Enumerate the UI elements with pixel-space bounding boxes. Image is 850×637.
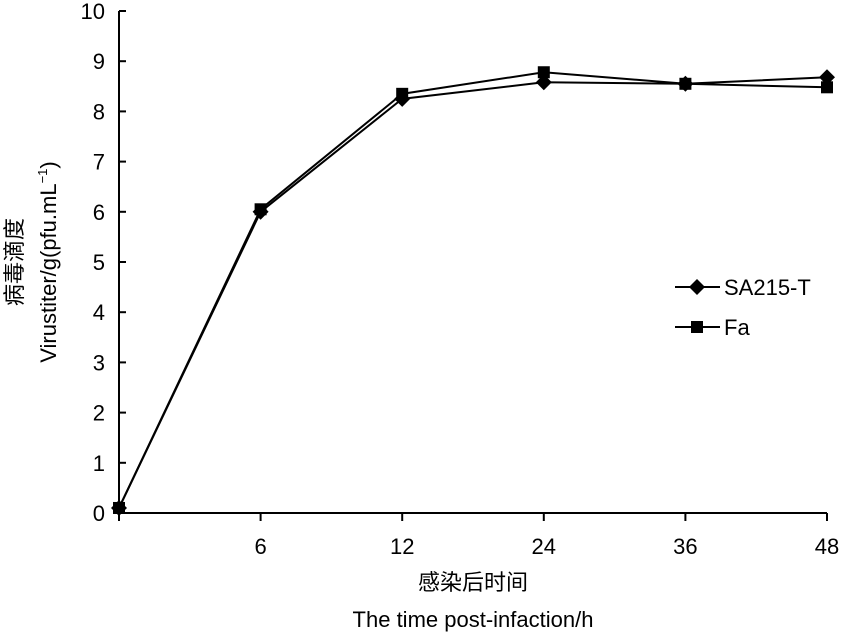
y-axis-title-en-main: Virustiter/g(pfu.mL: [36, 183, 61, 362]
legend-item: Fa: [675, 315, 750, 340]
x-tick-label: 36: [673, 534, 697, 559]
y-axis-title-en-sup: −1: [35, 169, 50, 184]
y-tick-label: 9: [93, 49, 105, 74]
y-axis-title-en-close: ): [36, 161, 61, 168]
legend: SA215-T Fa: [675, 275, 811, 340]
x-ticks: 6 12 24 36 48: [118, 513, 839, 559]
y-tick-label: 2: [93, 401, 105, 426]
square-point: [537, 66, 550, 79]
y-tick-label: 5: [93, 250, 105, 275]
y-tick-label: 0: [93, 501, 105, 526]
square-point: [113, 501, 125, 514]
y-tick-label: 6: [93, 200, 105, 225]
y-tick-label: 1: [93, 451, 105, 476]
y-axis-title-en: Virustiter/g(pfu.mL−1): [35, 161, 61, 363]
y-tick-label: 7: [93, 150, 105, 175]
x-tick-label: 6: [254, 534, 266, 559]
legend-item: SA215-T: [675, 275, 811, 300]
legend-label: Fa: [724, 315, 750, 340]
x-tick-label: 48: [815, 534, 839, 559]
series-line: [118, 76, 828, 509]
y-axis-title-cn: 病毒滴度: [2, 218, 27, 306]
legend-square-marker: [691, 321, 703, 333]
y-ticks: 0 1 2 3 4 5 6 7 8 9 10: [81, 0, 126, 526]
x-axis-title-cn: 感染后时间: [418, 570, 528, 595]
x-tick-label: 24: [532, 534, 556, 559]
y-tick-label: 4: [93, 300, 105, 325]
square-point: [679, 77, 692, 90]
legend-diamond-marker: [689, 279, 705, 295]
x-axis-title-en: The time post-infaction/h: [353, 607, 594, 632]
axes: [118, 11, 827, 514]
square-point: [396, 87, 409, 100]
square-point: [821, 81, 833, 94]
series-2: [113, 66, 833, 514]
diamond-point: [819, 69, 835, 86]
y-tick-label: 8: [93, 99, 105, 124]
y-tick-label: 3: [93, 350, 105, 375]
y-axis-title: 病毒滴度 Virustiter/g(pfu.mL−1): [2, 161, 61, 363]
y-tick-label: 10: [81, 0, 105, 24]
series-layer: [111, 66, 835, 516]
legend-label: SA215-T: [724, 275, 811, 300]
square-point: [254, 203, 267, 216]
series-line: [118, 71, 828, 509]
x-tick-label: 12: [390, 534, 414, 559]
diamond-point: [535, 74, 552, 91]
